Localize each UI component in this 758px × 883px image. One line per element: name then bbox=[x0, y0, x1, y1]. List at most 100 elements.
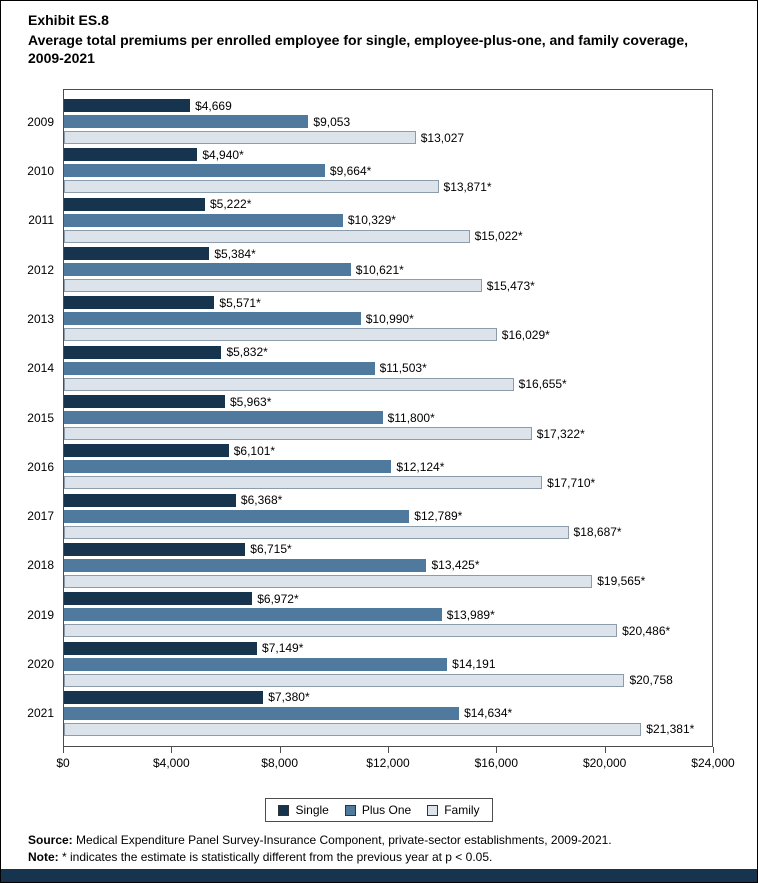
bar-value-label: $16,029* bbox=[501, 327, 550, 342]
year-label: 2012 bbox=[27, 262, 54, 277]
bar-value-label: $4,940* bbox=[202, 147, 244, 162]
bar-value-label: $6,368* bbox=[240, 493, 283, 508]
bar-line: $13,871* bbox=[64, 179, 712, 194]
bar-value-label: $10,621* bbox=[355, 262, 404, 277]
bar-single bbox=[64, 197, 205, 211]
bar-value-label: $18,687* bbox=[573, 525, 622, 540]
axis-tick bbox=[713, 747, 714, 753]
bar-value-label: $6,101* bbox=[233, 443, 276, 458]
bar-value-label: $13,989* bbox=[446, 607, 495, 622]
bar-plus-one bbox=[64, 558, 427, 572]
legend-item-family: Family bbox=[427, 803, 480, 817]
bar-value-label: $5,571* bbox=[219, 295, 261, 310]
bar-line: $20,486* bbox=[64, 624, 712, 638]
bar-line: $5,384* bbox=[64, 246, 712, 261]
year-group-2018: 2018 $6,715* $13,425* $19,565* bbox=[27, 541, 712, 590]
bar-line: $13,027 bbox=[64, 131, 712, 145]
axis-tick-label: $12,000 bbox=[366, 756, 410, 770]
year-label: 2014 bbox=[27, 361, 54, 376]
bar-value-label: $5,384* bbox=[214, 246, 256, 261]
bar-value-label: $6,972* bbox=[257, 591, 299, 606]
bar-line: $7,149* bbox=[64, 641, 712, 655]
year-label: 2019 bbox=[27, 607, 54, 622]
bar-value-label: $5,222* bbox=[209, 197, 252, 212]
axis-tick bbox=[279, 747, 281, 753]
legend-label: Family bbox=[444, 803, 480, 817]
bar-plus-one bbox=[64, 263, 351, 277]
legend-swatch bbox=[278, 804, 290, 816]
axis-tick bbox=[63, 747, 64, 753]
bar-line: $13,989* bbox=[64, 607, 712, 622]
year-label: 2010 bbox=[27, 163, 54, 178]
bar-family bbox=[64, 624, 618, 638]
bar-plus-one bbox=[64, 164, 325, 178]
bar-line: $6,715* bbox=[64, 542, 712, 556]
axis-tick bbox=[171, 747, 173, 753]
bar-family bbox=[64, 180, 439, 194]
bar-plus-one bbox=[64, 460, 392, 474]
bar-line: $11,503* bbox=[64, 361, 712, 375]
bar-plus-one bbox=[64, 509, 410, 523]
bar-line: $9,053 bbox=[64, 115, 712, 129]
bar-plus-one bbox=[64, 608, 442, 622]
bar-value-label: $13,871* bbox=[443, 179, 492, 194]
bar-family bbox=[64, 427, 532, 441]
bar-value-label: $14,634* bbox=[464, 706, 513, 721]
bar-line: $14,634* bbox=[64, 706, 712, 721]
bar-line: $6,101* bbox=[64, 443, 712, 458]
note-text: * indicates the estimate is statisticall… bbox=[58, 849, 493, 864]
bar-family bbox=[64, 377, 514, 391]
bar-line: $16,655* bbox=[64, 377, 712, 392]
bar-line: $19,565* bbox=[64, 574, 712, 588]
year-group-2020: 2020 $7,149* $14,191 $20,758 bbox=[27, 639, 712, 688]
source-line: Source: Medical Expenditure Panel Survey… bbox=[28, 832, 612, 849]
legend-label: Single bbox=[295, 803, 329, 817]
bar-line: $4,940* bbox=[64, 147, 712, 162]
axis-tick-label: $16,000 bbox=[474, 756, 519, 770]
plot-area: 2009 $4,669 $9,053 $13,027 2010 $4,940* $9,664… bbox=[27, 89, 713, 747]
year-label: 2021 bbox=[27, 706, 54, 721]
bar-line: $5,571* bbox=[64, 295, 712, 310]
bar-family bbox=[64, 279, 482, 293]
chart-header: Exhibit ES.8 Average total premiums per … bbox=[1, 1, 757, 67]
legend-swatch bbox=[344, 804, 356, 816]
year-group-2019: 2019 $6,972* $13,989* $20,486* bbox=[27, 590, 712, 639]
bar-line: $6,972* bbox=[64, 591, 712, 606]
bar-value-label: $17,322* bbox=[536, 426, 585, 441]
bar-family bbox=[64, 722, 642, 736]
bar-family bbox=[64, 574, 593, 588]
bar-line: $10,621* bbox=[64, 262, 712, 277]
bar-line: $11,800* bbox=[64, 411, 712, 425]
axis-tick-label: $0 bbox=[56, 756, 70, 770]
bar-line: $16,029* bbox=[64, 327, 712, 342]
year-label: 2015 bbox=[27, 410, 54, 425]
bar-value-label: $13,425* bbox=[431, 558, 480, 573]
bar-line: $10,329* bbox=[64, 213, 712, 227]
bar-plus-one bbox=[64, 657, 448, 671]
bar-line: $12,789* bbox=[64, 509, 712, 523]
year-label: 2017 bbox=[27, 509, 54, 524]
bar-single bbox=[64, 592, 253, 606]
bar-family bbox=[64, 229, 470, 243]
bar-value-label: $16,655* bbox=[518, 377, 567, 392]
year-label: 2018 bbox=[27, 558, 54, 573]
footer-bar bbox=[1, 869, 757, 882]
source-label: Source: bbox=[28, 833, 73, 847]
exhibit-number: Exhibit ES.8 bbox=[28, 12, 109, 28]
year-label: 2020 bbox=[27, 657, 54, 672]
bar-line: $10,990* bbox=[64, 312, 712, 326]
bar-value-label: $5,963* bbox=[230, 394, 272, 409]
bar-plus-one bbox=[64, 361, 375, 375]
bar-line: $5,832* bbox=[64, 345, 712, 359]
bar-single bbox=[64, 148, 198, 162]
legend-item-single: Single bbox=[278, 803, 329, 817]
bar-family bbox=[64, 328, 497, 342]
year-group-2009: 2009 $4,669 $9,053 $13,027 bbox=[27, 97, 712, 146]
bar-line: $14,191 bbox=[64, 657, 712, 671]
bar-value-label: $4,669 bbox=[195, 98, 232, 113]
axis-tick bbox=[388, 747, 389, 753]
year-label: 2013 bbox=[27, 311, 54, 326]
bar-line: $13,425* bbox=[64, 558, 712, 573]
year-label: 2009 bbox=[27, 114, 54, 129]
